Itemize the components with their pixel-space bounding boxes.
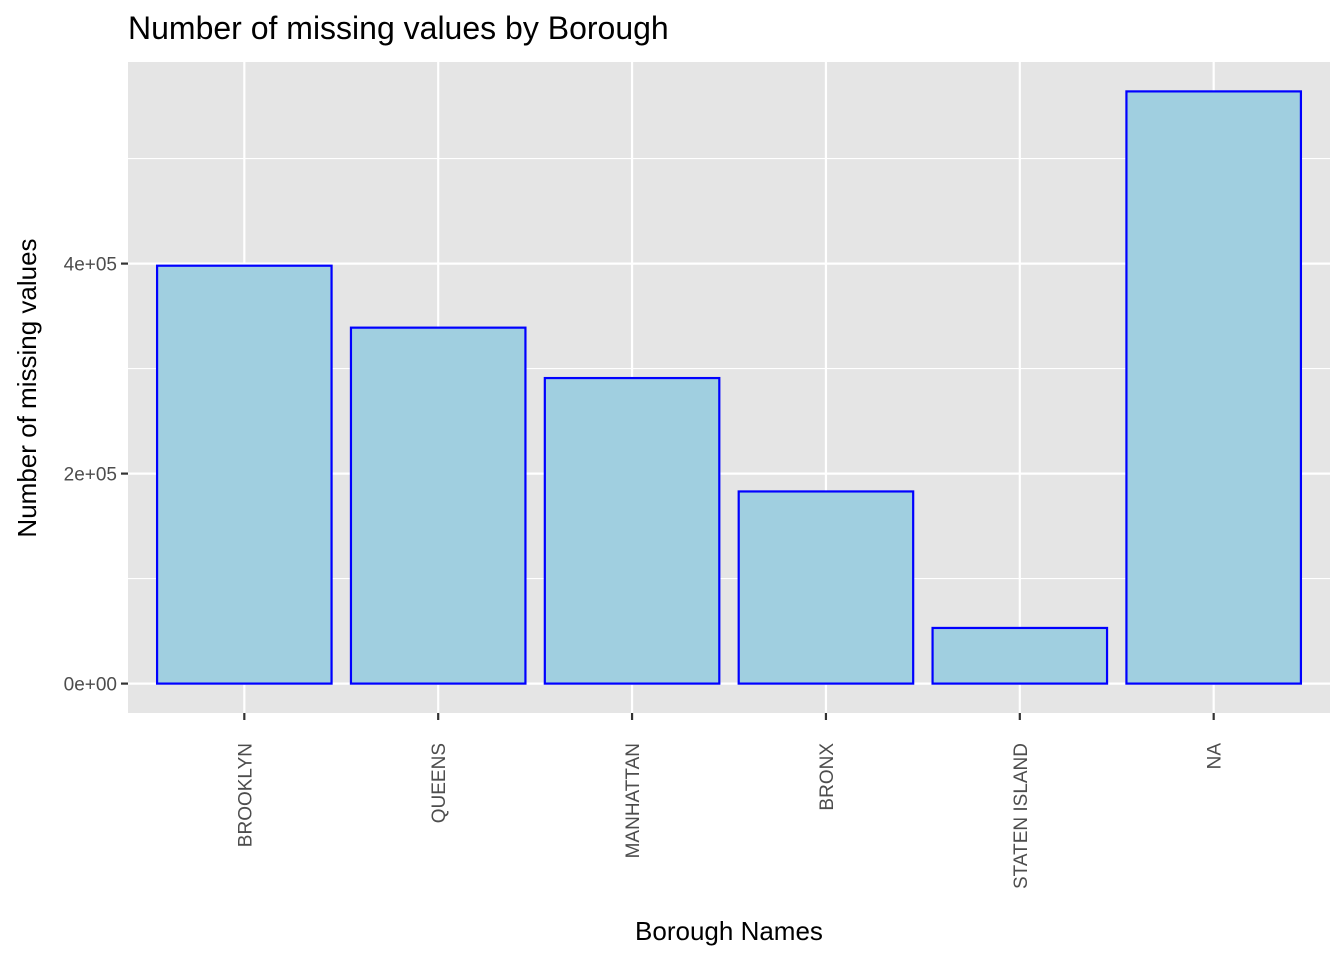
bars-group [155, 90, 1303, 685]
x-tick-label: STATEN ISLAND [1011, 743, 1032, 889]
bar-na [1125, 90, 1303, 685]
chart-title: Number of missing values by Borough [128, 10, 669, 46]
x-tick-label: MANHATTAN [623, 743, 644, 858]
x-tick-label: NA [1205, 743, 1226, 770]
y-tick-label: 0e+00 [64, 675, 117, 696]
x-tick-label: BRONX [817, 743, 838, 811]
y-tick-label: 2e+05 [64, 465, 117, 486]
y-axis-title: Number of missing values [12, 238, 42, 537]
y-axis: 0e+00 2e+05 4e+05 [64, 255, 128, 696]
bar-bronx [737, 490, 915, 685]
bar-brooklyn [155, 264, 333, 685]
x-axis-title: Borough Names [635, 916, 823, 946]
x-axis: BROOKLYN QUEENS MANHATTAN BRONX STATEN ISLAN… [235, 713, 1226, 889]
bar-queens [349, 326, 527, 685]
y-tick-label: 4e+05 [64, 255, 117, 276]
x-tick-label: QUEENS [429, 743, 450, 823]
bar-staten-island [931, 626, 1109, 685]
x-tick-label: BROOKLYN [235, 743, 256, 847]
bar-manhattan [543, 376, 721, 685]
